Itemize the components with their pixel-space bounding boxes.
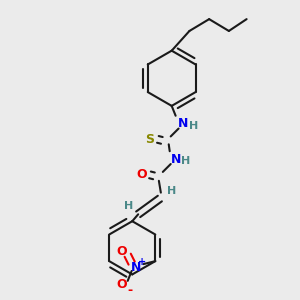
Text: O: O: [116, 278, 127, 291]
Text: N: N: [178, 117, 189, 130]
Text: N: N: [130, 261, 141, 274]
Text: -: -: [127, 284, 132, 297]
Text: S: S: [146, 133, 154, 146]
Text: O: O: [137, 168, 147, 182]
Text: H: H: [167, 186, 176, 196]
Text: N: N: [170, 153, 181, 166]
Text: +: +: [138, 257, 147, 267]
Text: H: H: [189, 121, 198, 130]
Text: H: H: [181, 156, 190, 166]
Text: H: H: [124, 201, 133, 212]
Text: O: O: [116, 245, 127, 258]
